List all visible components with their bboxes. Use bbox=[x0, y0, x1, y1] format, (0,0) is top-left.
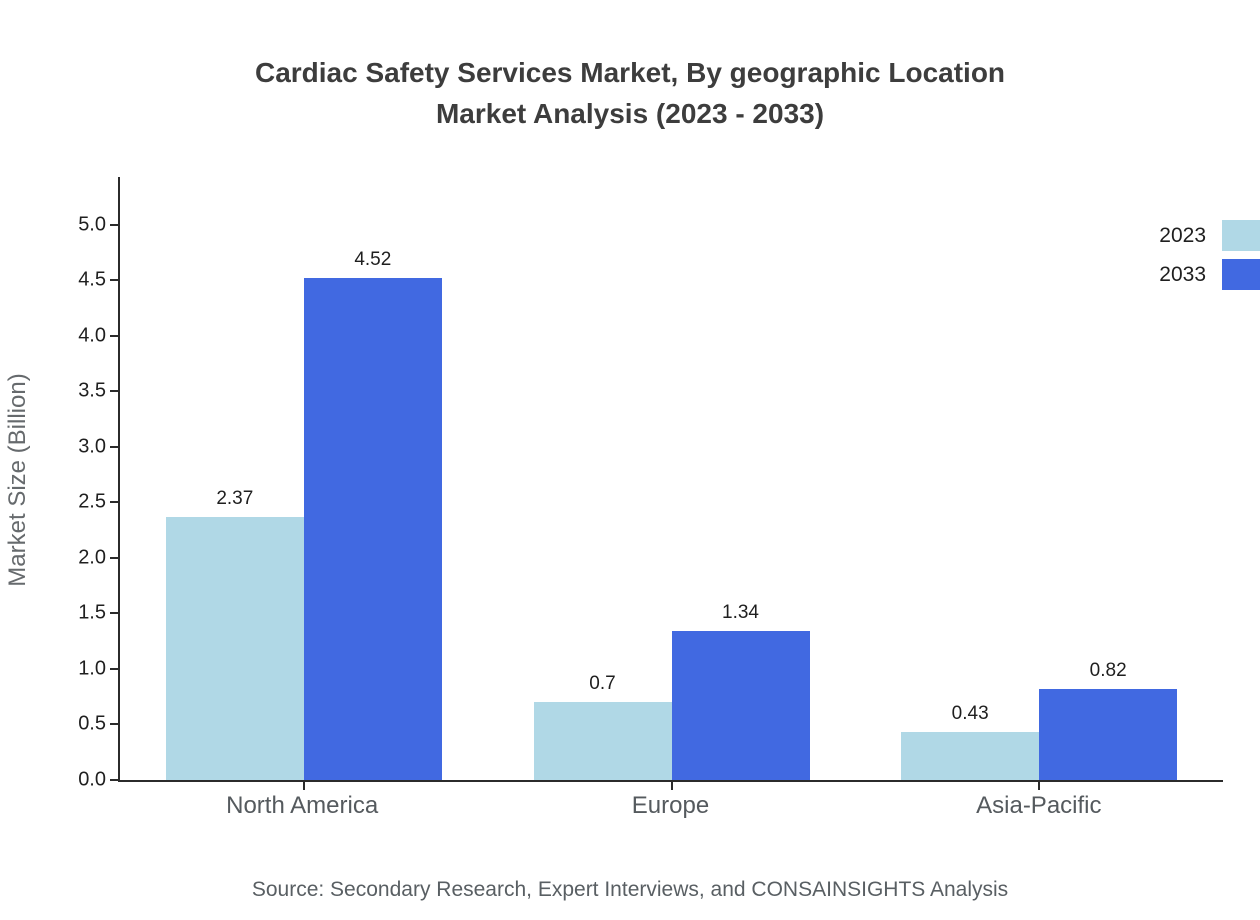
chart-title-line1: Cardiac Safety Services Market, By geogr… bbox=[254, 57, 1006, 88]
x-category-label: Asia-Pacific bbox=[976, 792, 1102, 819]
y-tick-label: 4.0 bbox=[78, 324, 106, 347]
legend-item-2033: 2033 bbox=[1159, 259, 1260, 290]
y-tick-mark bbox=[110, 779, 118, 781]
bar-value-label: 0.7 bbox=[589, 673, 616, 694]
y-axis-title: Market Size (Billion) bbox=[4, 373, 31, 587]
bar-groups: 2.37 4.52 0.7 1.34 0.43 0.82 bbox=[120, 177, 1223, 780]
y-tick-mark bbox=[110, 224, 118, 226]
y-tick-mark bbox=[110, 279, 118, 281]
y-tick-label: 0.0 bbox=[78, 768, 106, 791]
y-tick-mark bbox=[110, 668, 118, 670]
legend: 2023 2033 bbox=[1159, 220, 1260, 290]
x-tick-mark bbox=[1038, 782, 1041, 790]
bar-2033-north-america: 4.52 bbox=[303, 249, 442, 780]
x-axis-labels: North America Europe Asia-Pacific bbox=[118, 792, 1223, 820]
y-tick-label: 2.0 bbox=[78, 546, 106, 569]
bar-value-label: 2.37 bbox=[216, 488, 254, 509]
y-tick-label: 0.5 bbox=[78, 712, 106, 735]
bar-2033-asia-pacific: 0.82 bbox=[1039, 660, 1178, 780]
plot-area: 2.37 4.52 0.7 1.34 0.43 0.82 0.0 0.5 1.0 1.5 2.0 2… bbox=[78, 177, 1223, 791]
x-category-label: North America bbox=[226, 792, 379, 819]
y-tick-label: 4.5 bbox=[78, 268, 106, 291]
y-tick-mark bbox=[110, 612, 118, 614]
bar-group: 0.43 0.82 bbox=[855, 660, 1223, 780]
bar-2023-north-america: 2.37 bbox=[165, 488, 304, 780]
bar-value-label: 0.82 bbox=[1089, 660, 1127, 681]
y-tick-label: 3.5 bbox=[78, 379, 106, 402]
y-tick-label: 1.0 bbox=[78, 657, 106, 680]
y-tick-label: 3.0 bbox=[78, 435, 106, 458]
legend-label: 2033 bbox=[1159, 262, 1206, 286]
y-tick-mark bbox=[110, 723, 118, 725]
y-tick-mark bbox=[110, 501, 118, 503]
bar-group: 2.37 4.52 bbox=[120, 249, 488, 780]
y-tick-label: 5.0 bbox=[78, 213, 106, 236]
x-tick-mark bbox=[302, 782, 305, 790]
bar-2023-europe: 0.7 bbox=[533, 673, 672, 780]
bar-value-label: 1.34 bbox=[722, 602, 759, 623]
y-tick-mark bbox=[110, 557, 118, 559]
x-tick-mark bbox=[670, 782, 673, 790]
bar-2033-europe: 1.34 bbox=[671, 602, 810, 780]
legend-swatch bbox=[1222, 259, 1260, 290]
y-tick-mark bbox=[110, 390, 118, 392]
y-tick-mark bbox=[110, 335, 118, 337]
source-note: Source: Secondary Research, Expert Inter… bbox=[251, 878, 1009, 901]
chart-title: Cardiac Safety Services Market, By geogr… bbox=[0, 52, 1260, 134]
chart-title-line2: Market Analysis (2023 - 2033) bbox=[435, 98, 825, 129]
bar-value-label: 0.43 bbox=[951, 703, 989, 724]
legend-swatch bbox=[1222, 220, 1260, 251]
bar-group: 0.7 1.34 bbox=[488, 602, 856, 780]
y-tick-label: 2.5 bbox=[78, 490, 106, 513]
legend-item-2023: 2023 bbox=[1159, 220, 1260, 251]
bar-2023-asia-pacific: 0.43 bbox=[901, 703, 1040, 780]
y-tick-label: 1.5 bbox=[78, 601, 106, 624]
bar-value-label: 4.52 bbox=[354, 249, 392, 270]
legend-label: 2023 bbox=[1159, 223, 1206, 247]
y-tick-mark bbox=[110, 446, 118, 448]
x-category-label: Europe bbox=[631, 792, 710, 819]
